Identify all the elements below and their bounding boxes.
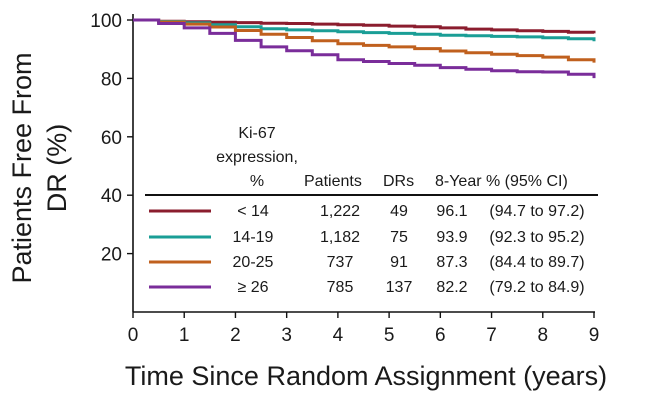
y-tick-label: 100 <box>90 11 122 32</box>
legend-patients-2: 1,182 <box>320 229 360 246</box>
x-tick-label: 1 <box>179 325 190 346</box>
legend-table: Ki-67 expression, % Patients DRs 8-Year … <box>145 125 598 296</box>
legend-rate-2: 93.9 <box>436 229 467 246</box>
legend-ci-1: (94.7 to 97.2) <box>489 203 584 220</box>
x-tick-label: 8 <box>537 325 548 346</box>
x-tick-label: 2 <box>230 325 241 346</box>
x-ticks: 0 1 2 3 4 5 6 7 8 9 <box>128 312 600 346</box>
legend-name-2: 14-19 <box>233 229 274 246</box>
legend-patients-3: 737 <box>327 254 354 271</box>
legend-name-4: ≥ 26 <box>237 279 268 296</box>
y-tick-label: 60 <box>101 128 122 149</box>
legend-header-group-3: % <box>250 173 264 190</box>
x-tick-label: 6 <box>435 325 446 346</box>
legend-header-group-1: Ki-67 <box>238 125 275 142</box>
legend-header-patients: Patients <box>304 173 362 190</box>
legend-ci-4: (79.2 to 84.9) <box>489 279 584 296</box>
legend-ci-3: (84.4 to 89.7) <box>489 254 584 271</box>
legend-header-group-2: expression, <box>216 149 298 166</box>
legend-ci-2: (92.3 to 95.2) <box>489 229 584 246</box>
y-tick-label: 20 <box>101 245 122 266</box>
legend-rate-4: 82.2 <box>436 279 467 296</box>
y-ticks: 20 40 60 80 100 <box>90 11 133 266</box>
legend-patients-4: 785 <box>327 279 354 296</box>
y-axis-title-line2: DR (%) <box>42 124 72 213</box>
legend-header-rate: 8-Year % (95% CI) <box>435 173 568 190</box>
x-tick-label: 7 <box>486 325 497 346</box>
survival-curves <box>133 18 596 79</box>
legend-name-3: 20-25 <box>233 254 274 271</box>
legend-rate-1: 96.1 <box>436 203 467 220</box>
y-tick-label: 40 <box>101 186 122 207</box>
legend-drs-3: 91 <box>390 254 408 271</box>
legend-header-drs: DRs <box>383 173 414 190</box>
legend-patients-1: 1,222 <box>320 203 360 220</box>
y-tick-label: 80 <box>101 69 122 90</box>
x-tick-label: 0 <box>128 325 139 346</box>
legend-name-1: < 14 <box>237 203 269 220</box>
legend-drs-2: 75 <box>390 229 408 246</box>
series-line-4 <box>133 18 596 79</box>
x-tick-label: 9 <box>589 325 600 346</box>
legend-drs-1: 49 <box>390 203 408 220</box>
x-tick-label: 3 <box>281 325 292 346</box>
x-axis-title: Time Since Random Assignment (years) <box>125 361 607 391</box>
legend-drs-4: 137 <box>386 279 413 296</box>
legend-rate-3: 87.3 <box>436 254 467 271</box>
y-axis-title-line1: Patients Free From <box>7 52 37 283</box>
x-tick-label: 5 <box>384 325 395 346</box>
x-tick-label: 4 <box>333 325 344 346</box>
